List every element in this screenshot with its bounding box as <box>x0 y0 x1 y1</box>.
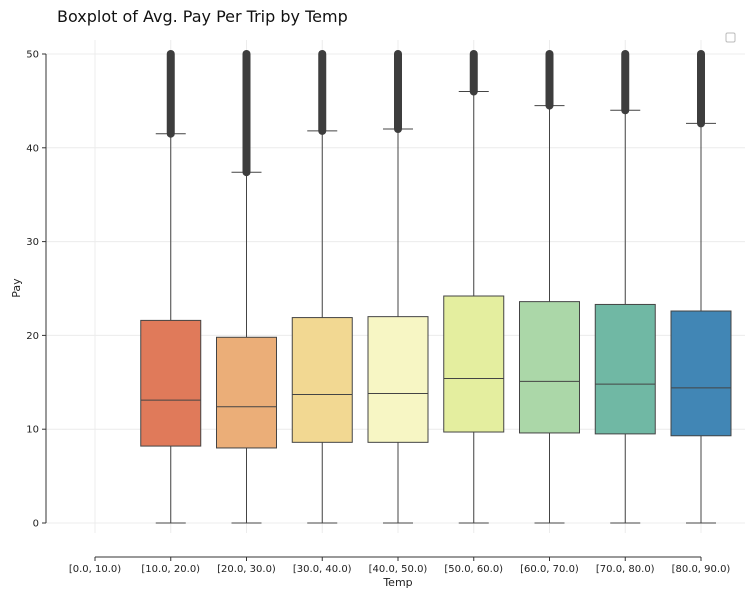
x-tick-label: [50.0, 60.0) <box>444 564 503 575</box>
iqr-box <box>443 295 505 433</box>
chart-title: Boxplot of Avg. Pay Per Trip by Temp <box>57 7 348 26</box>
y-tick-label: 20 <box>26 331 39 342</box>
iqr-box <box>216 336 277 449</box>
iqr-box <box>291 317 353 443</box>
y-tick-label: 0 <box>33 519 39 530</box>
x-tick-label: [40.0, 50.0) <box>369 564 428 575</box>
box-group <box>216 50 277 524</box>
x-tick-label: [20.0, 30.0) <box>217 564 276 575</box>
iqr-box <box>670 310 732 437</box>
x-tick-label: [80.0, 90.0) <box>672 564 731 575</box>
x-tick-label: [60.0, 70.0) <box>520 564 579 575</box>
boxes <box>140 50 732 524</box>
x-tick-label: [10.0, 20.0) <box>141 564 200 575</box>
iqr-box <box>367 316 429 443</box>
box-group <box>291 50 353 524</box>
iqr-box <box>140 319 202 447</box>
x-axis-label: Temp <box>382 576 412 589</box>
iqr-box <box>594 303 656 435</box>
box-group <box>367 50 429 524</box>
iqr-box <box>519 301 580 434</box>
x-tick-label: [30.0, 40.0) <box>293 564 352 575</box>
box-group <box>594 50 656 524</box>
x-ticks: [0.0, 10.0) [10.0, 20.0) [20.0, 30.0) [30.0… <box>69 557 731 575</box>
box-group <box>443 50 505 524</box>
x-tick-label: [70.0, 80.0) <box>596 564 655 575</box>
y-tick-label: 50 <box>26 50 39 61</box>
legend-box <box>725 32 736 43</box>
y-tick-label: 30 <box>26 237 39 248</box>
box-group <box>519 50 580 524</box>
box-group <box>140 50 202 524</box>
y-tick-label: 10 <box>26 425 39 436</box>
box-group <box>670 50 732 524</box>
x-tick-label: [0.0, 10.0) <box>69 564 121 575</box>
y-ticks: 0 10 20 30 40 50 <box>26 50 46 530</box>
y-tick-label: 40 <box>26 143 39 154</box>
y-axis-label: Pay <box>10 278 23 298</box>
